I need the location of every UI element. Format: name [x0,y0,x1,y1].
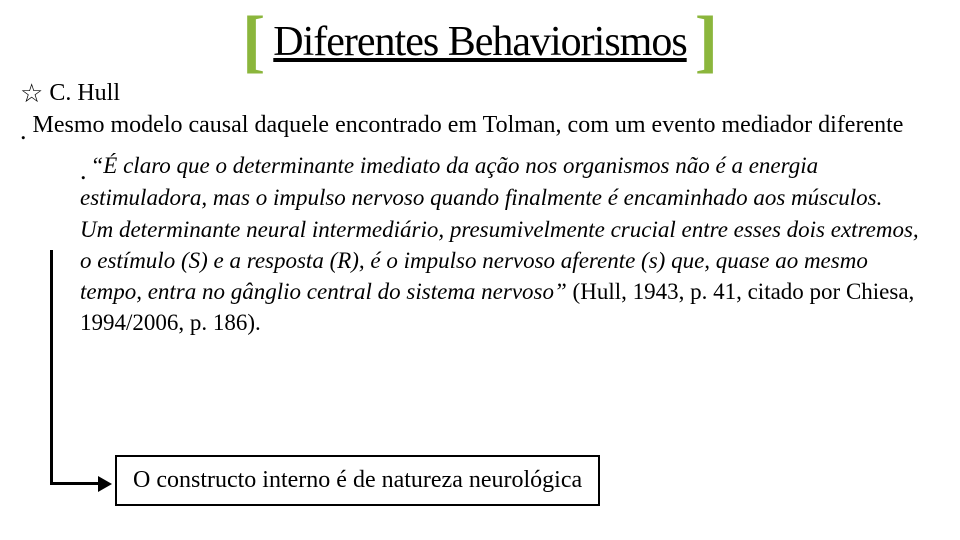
bullet-icon: . [80,156,87,185]
quote-block: .“É claro que o determinante imediato da… [80,147,920,337]
bullet-icon: . [20,115,27,146]
bullet-1-text: Mesmo modelo causal daquele encontrado e… [33,109,904,141]
author-row: ☆ C. Hull [20,80,940,107]
author-name: C. Hull [49,80,120,107]
bullet-1: . Mesmo modelo causal daquele encontrado… [20,109,940,141]
bracket-right-icon: ] [695,14,718,70]
arrow-horizontal-line [50,482,100,485]
conclusion-box: O constructo interno é de natureza neuro… [115,455,600,506]
title-section: [ Diferentes Behaviorismos ] [20,14,940,70]
bracket-left-icon: [ [242,14,265,70]
arrow-vertical-line [50,250,53,485]
star-icon: ☆ [20,81,43,107]
page-title: Diferentes Behaviorismos [273,18,686,66]
arrowhead-icon [98,476,112,492]
conclusion-text: O constructo interno é de natureza neuro… [133,467,582,493]
